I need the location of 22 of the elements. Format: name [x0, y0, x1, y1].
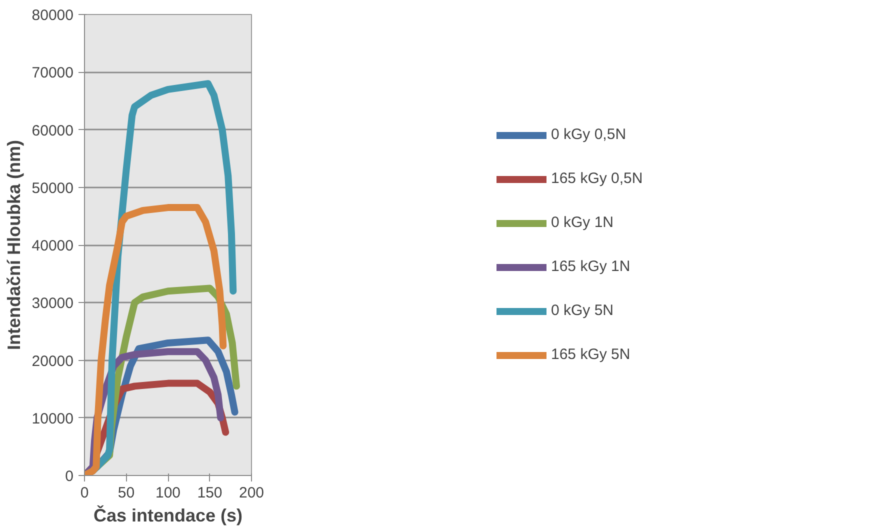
y-tick-label: 0 [65, 468, 74, 485]
y-tick-label: 20000 [32, 352, 74, 370]
y-tick-label: 40000 [32, 238, 74, 254]
y-tick-label: 30000 [32, 295, 74, 312]
y-tick-label: 50000 [32, 180, 74, 197]
legend-label: 0 kGy 1N [551, 214, 615, 231]
x-tick-label: 50 [118, 484, 135, 502]
y-tick-label: 60000 [32, 122, 74, 140]
y-tick-label: 70000 [32, 64, 74, 82]
x-tick-label: 100 [155, 484, 181, 502]
legend-label: 0 kGy 0,5N [551, 126, 628, 143]
legend-label: 165 kGy 0,5N [551, 170, 644, 187]
x-tick-label: 150 [197, 484, 222, 502]
legend-label: 165 kGy 1N [551, 258, 632, 275]
x-tick-label: 200 [238, 484, 264, 502]
x-axis-title: Čas intendace (s) [93, 504, 243, 526]
y-axis-title: Intendační Hloubka (nm) [4, 140, 24, 350]
legend-label: 0 kGy 5N [551, 302, 615, 319]
y-tick-label: 80000 [32, 7, 74, 24]
y-tick-label: 10000 [32, 410, 74, 428]
x-tick-label: 0 [80, 484, 89, 502]
legend-label: 165 kGy 5N [551, 346, 632, 363]
